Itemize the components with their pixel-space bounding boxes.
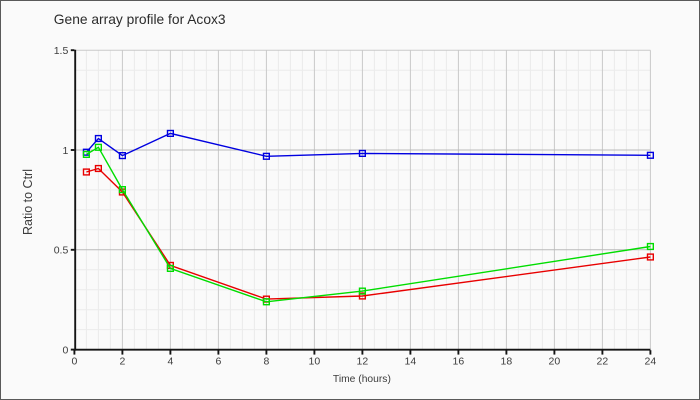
svg-text:12: 12 (357, 356, 369, 368)
svg-text:1.5: 1.5 (54, 45, 69, 57)
svg-text:Gene array profile for Acox3: Gene array profile for Acox3 (54, 12, 226, 27)
svg-text:1: 1 (62, 145, 68, 157)
svg-text:18: 18 (501, 356, 513, 368)
svg-text:10: 10 (309, 356, 321, 368)
svg-text:0: 0 (62, 345, 68, 357)
svg-text:14: 14 (405, 356, 417, 368)
svg-text:4: 4 (167, 356, 173, 368)
svg-text:Time (hours): Time (hours) (333, 374, 391, 385)
svg-text:6: 6 (215, 356, 221, 368)
svg-text:16: 16 (453, 356, 465, 368)
svg-text:22: 22 (597, 356, 609, 368)
svg-text:2: 2 (119, 356, 125, 368)
svg-text:20: 20 (549, 356, 561, 368)
svg-text:Ratio to Ctrl: Ratio to Ctrl (21, 169, 35, 235)
svg-text:0.5: 0.5 (54, 245, 69, 257)
svg-text:0: 0 (71, 356, 77, 368)
svg-text:8: 8 (263, 356, 269, 368)
svg-text:24: 24 (645, 356, 657, 368)
